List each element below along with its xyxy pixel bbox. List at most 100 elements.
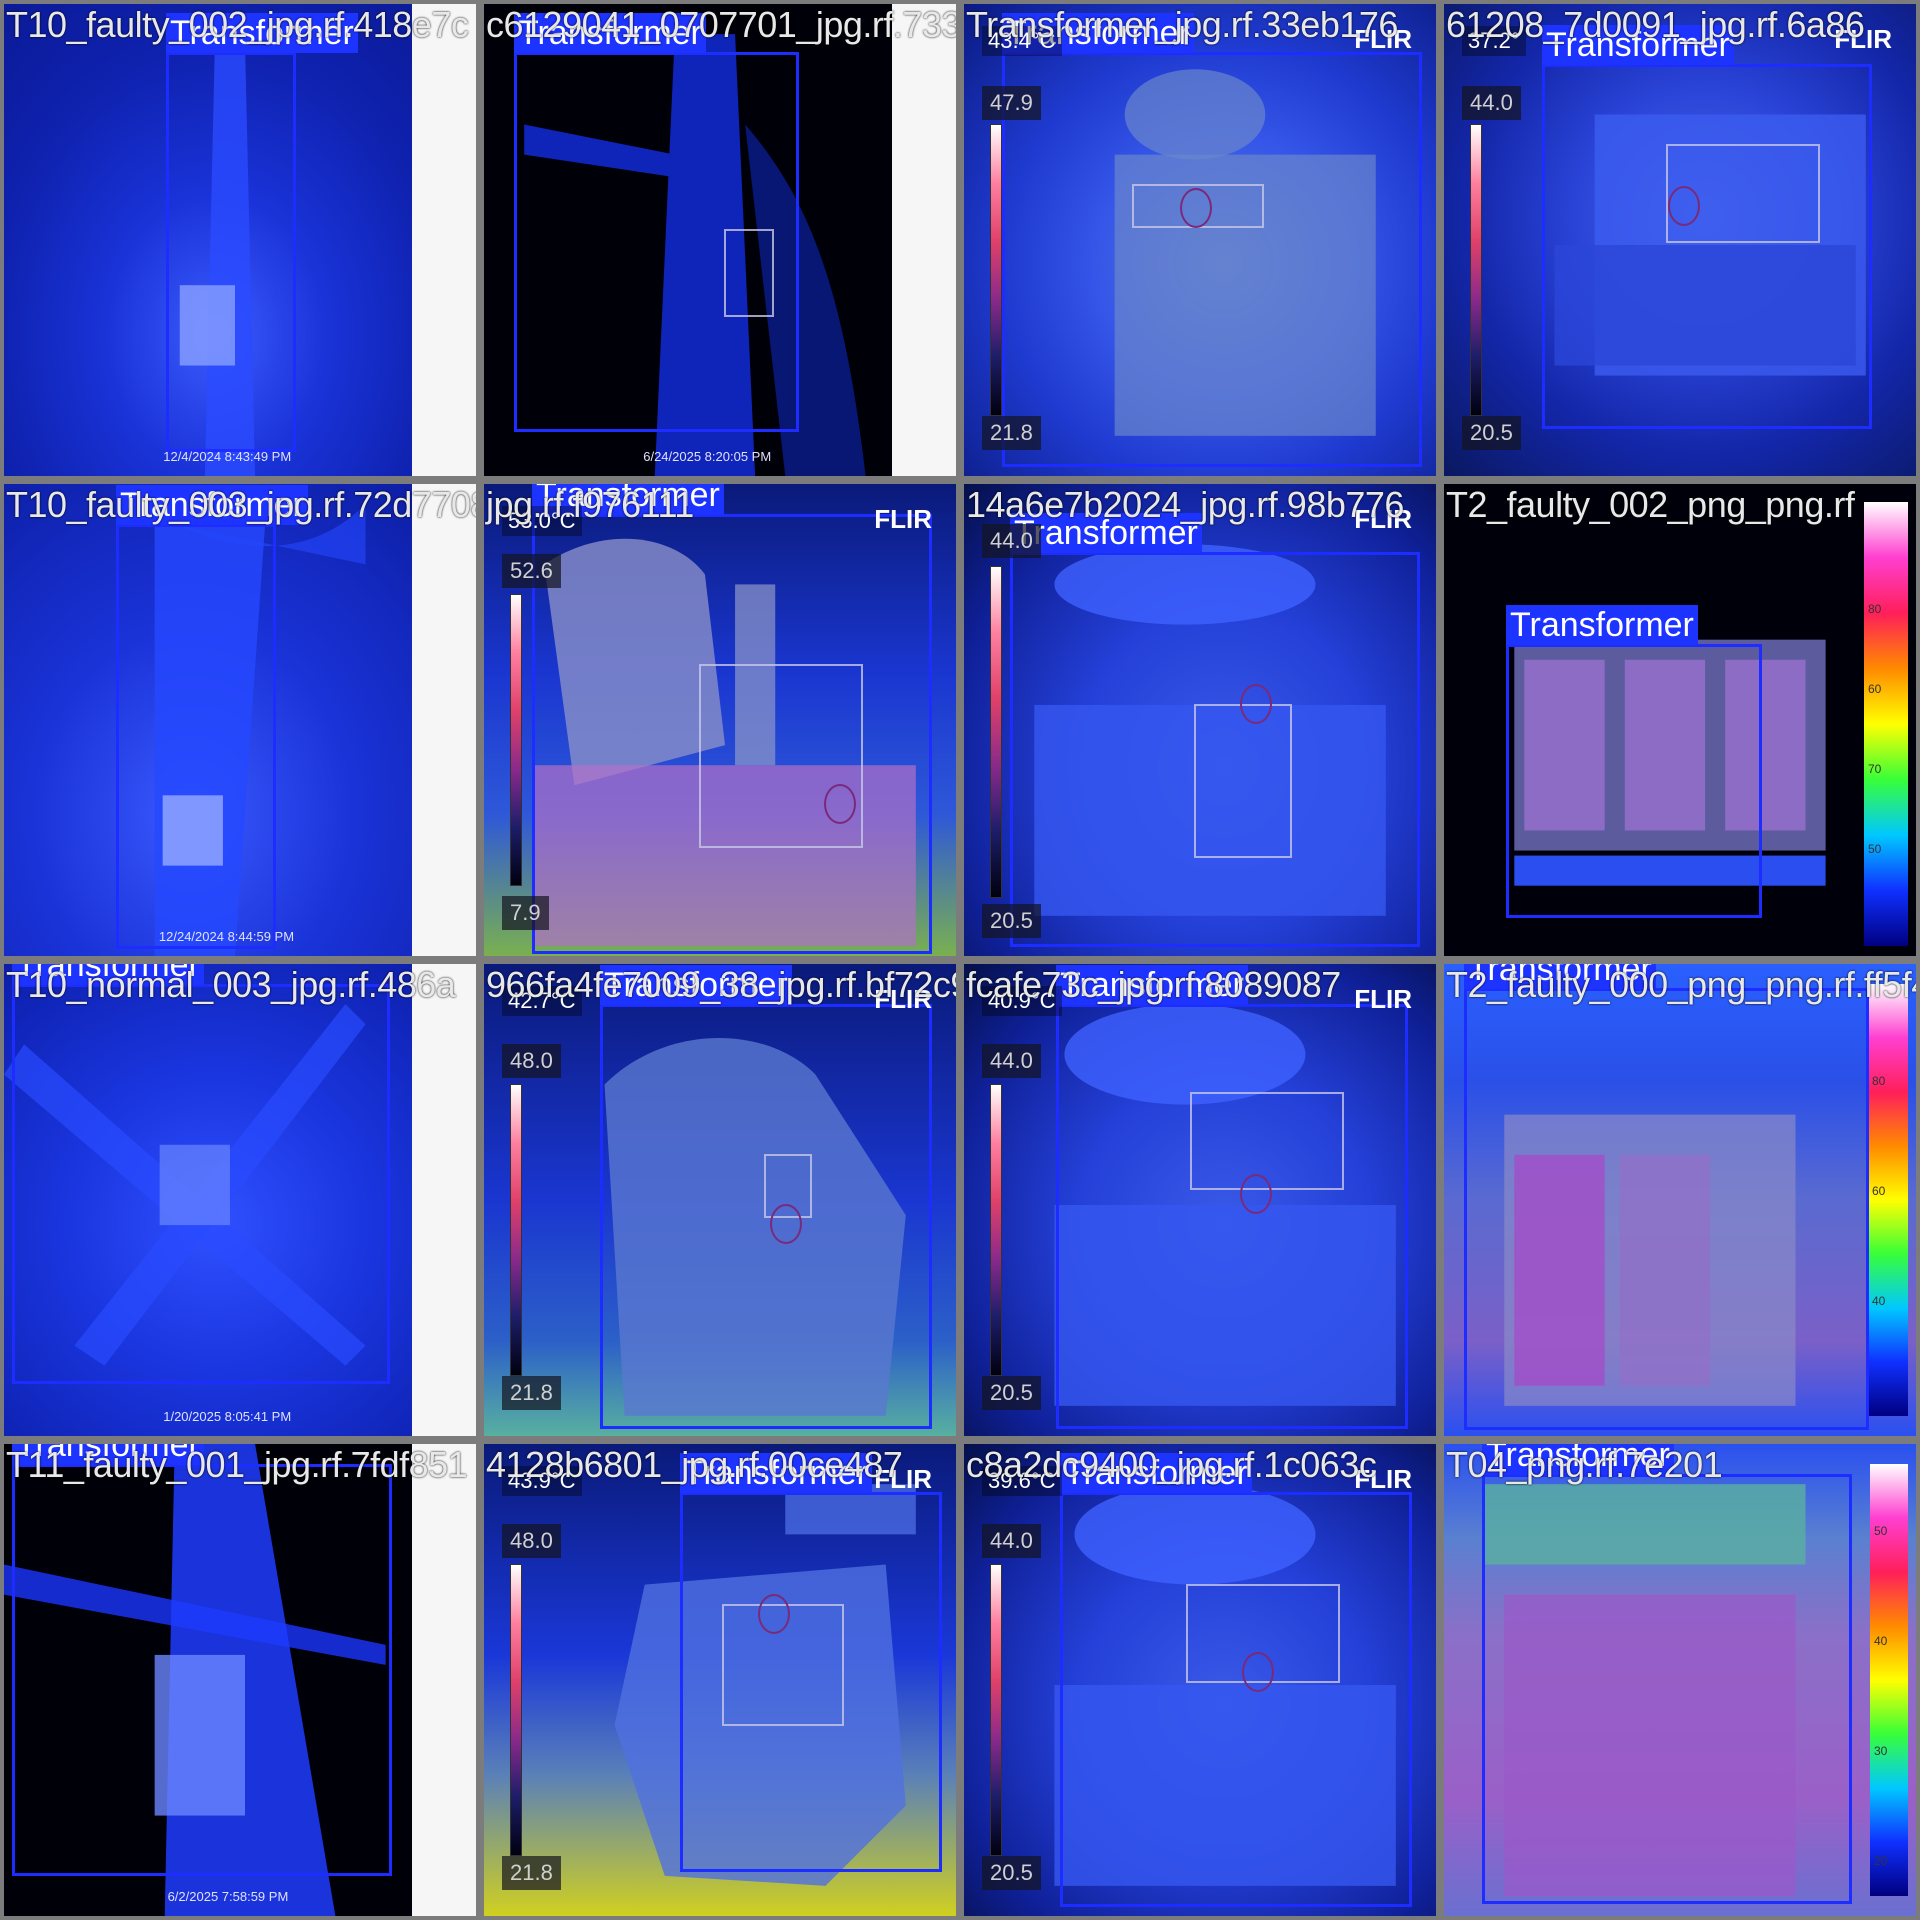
flir-logo: FLIR [1354, 984, 1412, 1014]
timestamp: 6/24/2025 8:20:05 PM [643, 449, 772, 464]
flir-logo: FLIR [1834, 24, 1892, 54]
tile-1: T10_faulty_002_jpg.rf.418e7c Transformer… [4, 4, 476, 476]
tile-2: c6129041_0707701_jpg.rf.733836 Transform… [484, 4, 956, 476]
flir-logo: FLIR [874, 984, 932, 1014]
scale-strip [412, 964, 476, 1436]
scale-tick: 80 [1868, 602, 1882, 616]
detection-label: Transformer [12, 964, 204, 985]
tile-filename: 61208_7d0091_jpg.rf.6a86 [1446, 4, 1865, 45]
scale-tick: 50 [1874, 1524, 1888, 1538]
tile-filename: Transformer_jpg.rf.33eb176 [966, 4, 1398, 45]
crosshair-target [758, 1594, 790, 1634]
pole-silhouette [524, 34, 866, 476]
transformer-silhouette [1484, 1484, 1806, 1896]
crosshair-target [1240, 1174, 1272, 1214]
tile-16: 50 40 30 20 T04_png.rf.7e201 Transformer [1444, 1444, 1916, 1916]
crosshair-target [1240, 684, 1272, 724]
measurement-box [699, 664, 863, 848]
tile-6: 53.0°C 52.6 7.9 FLIR jpg.rf.f976111 Tran… [484, 484, 956, 956]
detection-label: Transformer [1506, 605, 1698, 645]
scale-bottom-value: 21.8 [982, 416, 1041, 450]
pole-silhouette [4, 1444, 386, 1916]
scale-tick: 60 [1868, 682, 1882, 696]
flir-logo: FLIR [1354, 1464, 1412, 1494]
measurement-box [1666, 144, 1820, 243]
detection-box: Transformer [1464, 964, 1869, 1430]
tile-filename: jpg.rf.f976111 [486, 484, 694, 525]
tile-filename: 14a6e7b2024_jpg.rf.98b776 [966, 484, 1404, 525]
scale-tick: 60 [1872, 1184, 1886, 1198]
scale-tick: 70 [1868, 762, 1882, 776]
detection-box: Transformer [1060, 1453, 1412, 1907]
scale-bottom-value: 20.5 [982, 904, 1041, 938]
temperature-scale: 50 40 30 20 [1870, 1464, 1908, 1896]
transformer-silhouette [1504, 1114, 1796, 1406]
detection-box: Transformer [680, 1453, 942, 1872]
detection-label: Transformer [514, 13, 706, 53]
detection-box: Transformer [12, 1444, 392, 1876]
measurement-box [724, 229, 774, 317]
tile-filename: T10_faulty_003_jpg.rf.72d7708 [6, 484, 476, 525]
scale-tick: 20 [1874, 1854, 1888, 1868]
transformer-silhouette [1514, 639, 1826, 886]
tile-filename: c8a2dc9400_jpg.rf.1c063c [966, 1444, 1377, 1485]
transformer-silhouette [604, 1037, 906, 1416]
tile-filename: T04_png.rf.7e201 [1446, 1444, 1723, 1485]
scale-top-value: 44.0 [1462, 86, 1521, 120]
crosshair-target [1180, 188, 1212, 228]
tile-filename: T10_normal_003_jpg.rf.486a [6, 964, 456, 1005]
tile-15: 39.6°C 44.0 20.5 FLIR c8a2dc9400_jpg.rf.… [964, 1444, 1436, 1916]
scale-top-value: 44.0 [982, 1044, 1041, 1078]
max-temp-readout: 39.6°C [982, 1466, 1062, 1496]
crosshair-target [1242, 1652, 1274, 1692]
flir-logo: FLIR [1354, 24, 1412, 54]
scale-bottom-value: 20.5 [982, 1856, 1041, 1890]
scale-strip [892, 4, 956, 476]
scale-top-value: 44.0 [982, 1524, 1041, 1558]
tile-filename: T10_faulty_002_jpg.rf.418e7c [6, 4, 469, 45]
max-temp-readout: 43.4°C [982, 26, 1062, 56]
scale-tick: 80 [1872, 1074, 1886, 1088]
timestamp: 12/24/2024 8:44:59 PM [158, 929, 295, 944]
scale-top-value: 48.0 [502, 1044, 561, 1078]
detection-box: Transformer [1506, 605, 1762, 918]
timestamp: 1/20/2025 8:05:41 PM [163, 1409, 292, 1424]
detection-box: Transformer [116, 485, 308, 949]
temperature-colorbar [990, 124, 1002, 416]
detection-label: Transformer [1542, 25, 1734, 65]
tile-filename: T2_faulty_000_png_png.rf.ff5f4 [1446, 964, 1916, 1005]
detection-label: Transformer [600, 965, 792, 1005]
max-temp-readout: 40.9°C [982, 986, 1062, 1016]
temperature-colorbar [990, 1084, 1002, 1376]
tile-3: 43.4°C 47.9 21.8 FLIR Transformer_jpg.rf… [964, 4, 1436, 476]
timestamp: 6/2/2025 7:58:59 PM [167, 1889, 289, 1904]
detection-label: Transformer [1060, 1453, 1252, 1493]
tile-filename: T11_faulty_001_jpg.rf.7fdf851 [6, 1444, 468, 1485]
temperature-colorbar [1470, 124, 1482, 416]
scale-bottom-value: 21.8 [502, 1376, 561, 1410]
flir-logo: FLIR [1354, 504, 1412, 534]
detection-box: Transformer [532, 484, 932, 954]
scale-bottom-value: 20.5 [1462, 416, 1521, 450]
transformer-silhouette [1034, 544, 1386, 916]
tile-filename: c6129041_0707701_jpg.rf.733836 [486, 4, 956, 45]
transformer-silhouette [1554, 114, 1866, 376]
crosshair-target [824, 784, 856, 824]
max-temp-readout: 37.2° [1462, 26, 1526, 56]
tile-13: T11_faulty_001_jpg.rf.7fdf851 Transforme… [4, 1444, 476, 1916]
tile-8: 80 60 70 50 T2_faulty_002_png_png.rf Tra… [1444, 484, 1916, 956]
tile-filename: fcafe73c_jpg.rf.8089087 [966, 964, 1341, 1005]
transformer-silhouette [1054, 1004, 1396, 1406]
detection-box: Transformer [166, 13, 358, 452]
scale-strip [412, 1444, 476, 1916]
detection-box: Transformer [600, 965, 932, 1429]
detection-label: Transformer [1464, 964, 1656, 989]
flir-logo: FLIR [874, 504, 932, 534]
scale-top-value: 47.9 [982, 86, 1041, 120]
scale-top-value: 48.0 [502, 1524, 561, 1558]
timestamp: 12/4/2024 8:43:49 PM [163, 449, 292, 464]
max-temp-readout: 43.9°C [502, 1466, 582, 1496]
tile-5: T10_faulty_003_jpg.rf.72d7708 Transforme… [4, 484, 476, 956]
tile-14: 43.9°C 48.0 21.8 FLIR 4128b6801_jpg.rf.0… [484, 1444, 956, 1916]
detection-box: Transformer [1482, 1444, 1852, 1904]
